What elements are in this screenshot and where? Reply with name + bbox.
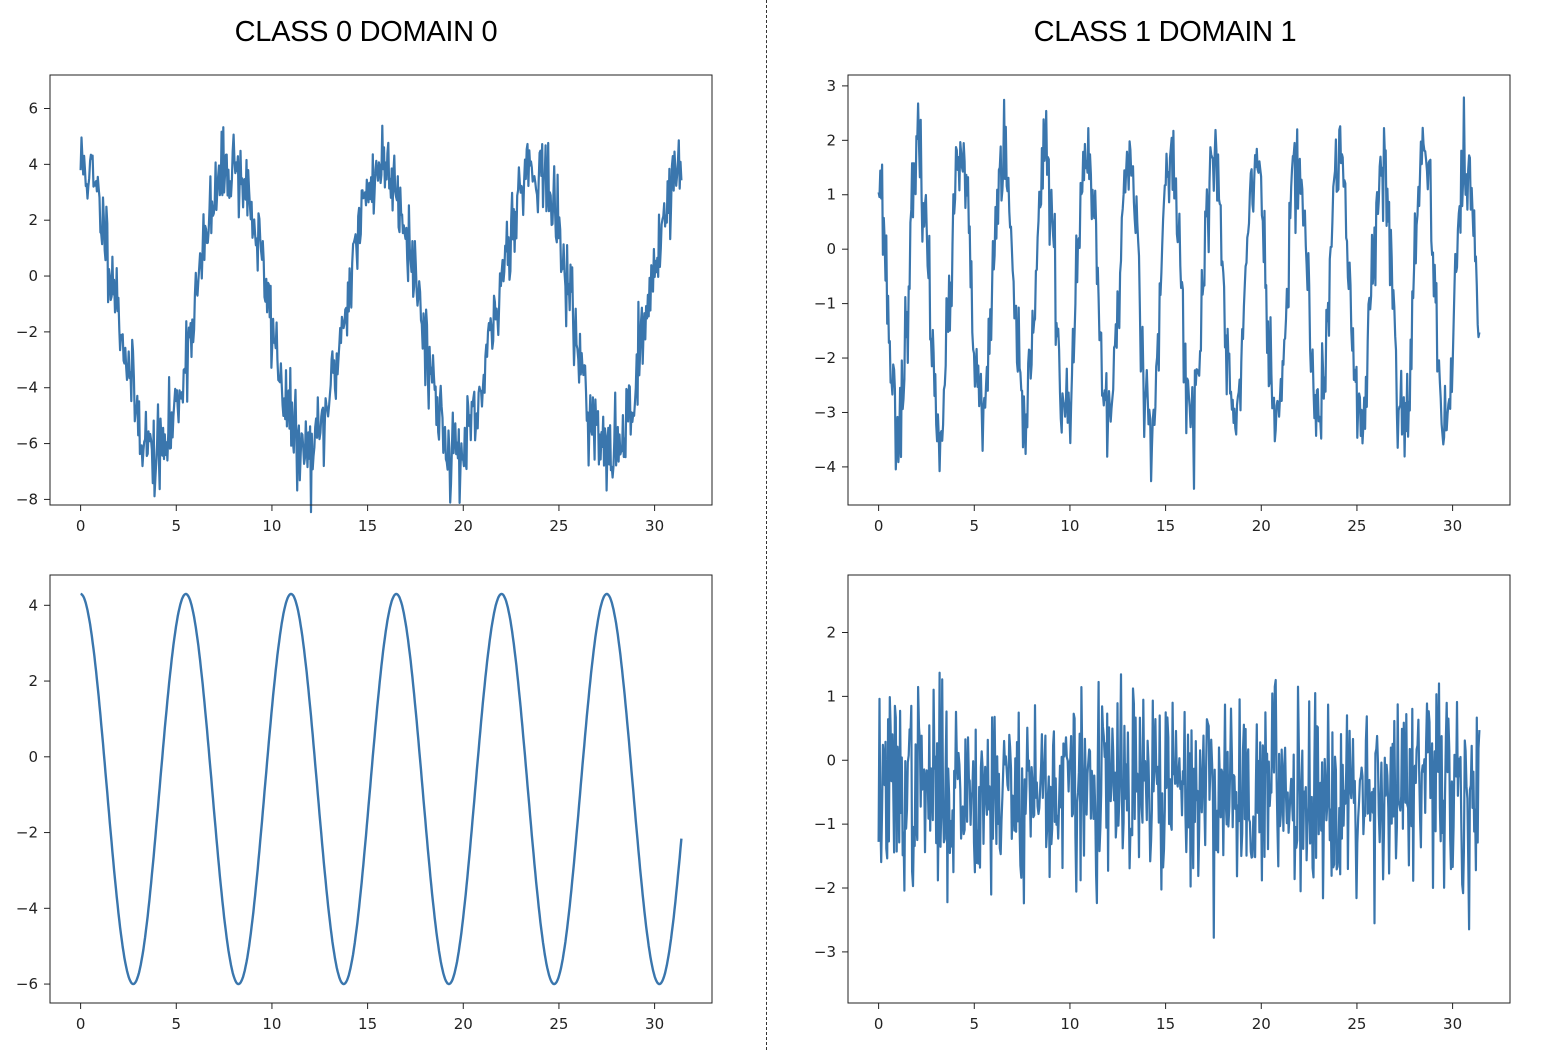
y-tick-label: −4 bbox=[814, 458, 836, 476]
y-tick-label: −2 bbox=[814, 879, 836, 897]
x-tick-label: 30 bbox=[645, 1015, 664, 1033]
y-tick-label: 2 bbox=[28, 211, 38, 229]
x-tick-label: 10 bbox=[1060, 1015, 1079, 1033]
column-divider bbox=[766, 0, 767, 1050]
y-tick-label: 0 bbox=[28, 267, 38, 285]
y-tick-label: 0 bbox=[826, 240, 836, 258]
y-tick-label: 0 bbox=[826, 751, 836, 769]
x-tick-label: 20 bbox=[454, 517, 473, 535]
column-title-left: CLASS 0 DOMAIN 0 bbox=[234, 16, 498, 48]
x-tick-label: 0 bbox=[874, 517, 884, 535]
chart-bottom-right: 0 5 10 15 20 25 30 −3 −2 −1 0 1 2 bbox=[814, 574, 1511, 1033]
x-tick-label: 10 bbox=[1060, 517, 1079, 535]
y-tick-label: −2 bbox=[16, 824, 38, 842]
y-tick-label: −4 bbox=[16, 899, 38, 917]
y-tick-label: 1 bbox=[826, 687, 836, 705]
x-tick-label: 10 bbox=[262, 1015, 281, 1033]
column-title-right: CLASS 1 DOMAIN 1 bbox=[1033, 16, 1297, 48]
x-tick-label: 20 bbox=[1252, 517, 1271, 535]
y-tick-label: −3 bbox=[814, 403, 836, 421]
y-tick-label: 2 bbox=[826, 623, 836, 641]
x-tick-label: 5 bbox=[970, 1015, 980, 1033]
y-tick-label: 1 bbox=[826, 186, 836, 204]
x-tick-label: 0 bbox=[76, 517, 86, 535]
x-tick-label: 15 bbox=[1156, 1015, 1175, 1033]
x-tick-label: 15 bbox=[358, 1015, 377, 1033]
y-tick-label: −1 bbox=[814, 815, 836, 833]
y-tick-label: −1 bbox=[814, 295, 836, 313]
x-tick-label: 0 bbox=[76, 1015, 86, 1033]
plot-frame bbox=[847, 574, 1511, 1004]
y-tick-label: −2 bbox=[814, 349, 836, 367]
chart-bottom-left: 0 5 10 15 20 25 30 −6 −4 −2 0 2 4 bbox=[16, 574, 713, 1033]
x-tick-label: 10 bbox=[262, 517, 281, 535]
x-tick-label: 25 bbox=[549, 1015, 568, 1033]
y-tick-label: 4 bbox=[28, 155, 38, 173]
x-tick-label: 25 bbox=[1347, 1015, 1366, 1033]
x-tick-label: 25 bbox=[1347, 517, 1366, 535]
y-tick-label: 4 bbox=[28, 596, 38, 614]
chart-top-left: 0 5 10 15 20 25 30 −8 −6 −4 −2 0 2 4 6 bbox=[16, 74, 713, 535]
y-tick-label: −2 bbox=[16, 323, 38, 341]
y-tick-label: −4 bbox=[16, 379, 38, 397]
x-tick-label: 5 bbox=[172, 517, 182, 535]
series-line-0 bbox=[877, 96, 1481, 490]
plot-frame bbox=[847, 74, 1511, 506]
y-tick-label: −6 bbox=[16, 435, 38, 453]
chart-top-right: 0 5 10 15 20 25 30 −4 −3 −2 −1 0 1 2 3 bbox=[814, 74, 1511, 535]
x-tick-label: 20 bbox=[454, 1015, 473, 1033]
series-line-0 bbox=[877, 671, 1481, 939]
x-tick-label: 15 bbox=[358, 517, 377, 535]
x-tick-label: 30 bbox=[645, 517, 664, 535]
series-line-0 bbox=[80, 592, 683, 986]
x-tick-label: 5 bbox=[970, 517, 980, 535]
series-line-0 bbox=[79, 124, 683, 514]
y-tick-label: −8 bbox=[16, 490, 38, 508]
x-tick-label: 30 bbox=[1443, 517, 1462, 535]
x-tick-label: 0 bbox=[874, 1015, 884, 1033]
y-tick-label: −6 bbox=[16, 975, 38, 993]
x-tick-label: 15 bbox=[1156, 517, 1175, 535]
y-tick-label: 2 bbox=[28, 672, 38, 690]
y-tick-label: 3 bbox=[826, 77, 836, 95]
y-tick-label: −3 bbox=[814, 943, 836, 961]
x-tick-label: 25 bbox=[549, 517, 568, 535]
x-tick-label: 30 bbox=[1443, 1015, 1462, 1033]
plot-frame bbox=[49, 74, 713, 506]
x-tick-label: 5 bbox=[172, 1015, 182, 1033]
x-tick-label: 20 bbox=[1252, 1015, 1271, 1033]
y-tick-label: 2 bbox=[826, 131, 836, 149]
plot-frame bbox=[49, 574, 713, 1004]
y-tick-label: 6 bbox=[28, 100, 38, 118]
y-tick-label: 0 bbox=[28, 748, 38, 766]
